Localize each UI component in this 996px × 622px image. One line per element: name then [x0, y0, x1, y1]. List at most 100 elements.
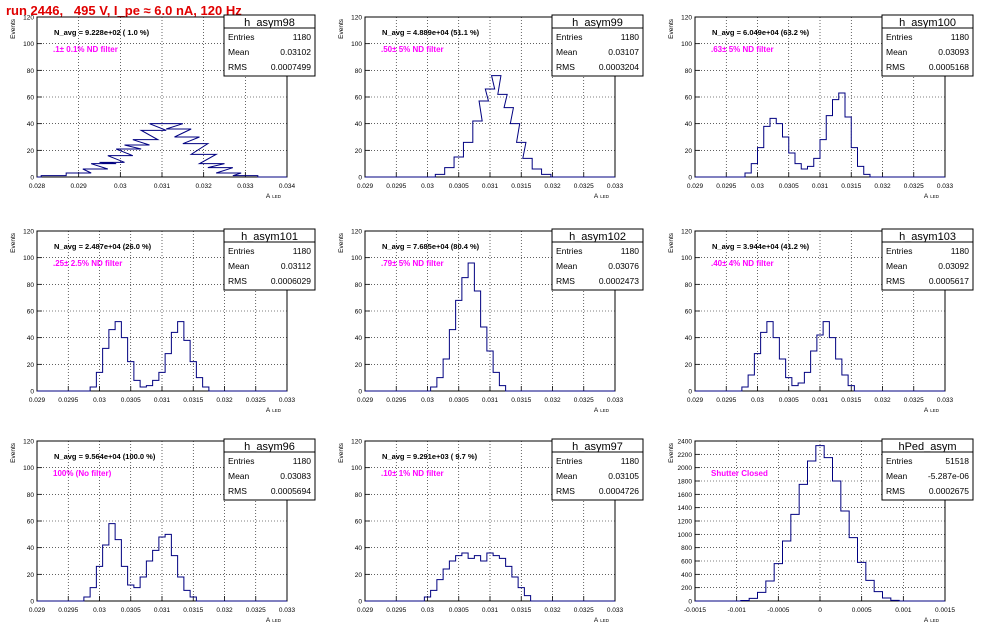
- stats-label-rms: RMS: [556, 486, 575, 496]
- x-tick-label: -0.0015: [684, 607, 706, 614]
- y-tick-label: 100: [351, 255, 362, 262]
- y-tick-label: 800: [681, 545, 692, 552]
- filter-annotation: .63± 5% ND filter: [711, 45, 774, 54]
- y-tick-label: 120: [681, 229, 692, 236]
- stats-label-entries: Entries: [886, 456, 912, 466]
- stats-value-rms: 0.0002675: [929, 486, 969, 496]
- n-avg-label: N_avg = 9.228e+02 ( 1.0 %): [54, 28, 150, 37]
- y-tick-label: 0: [358, 175, 362, 182]
- filter-annotation: .50± 5% ND filter: [381, 45, 444, 54]
- x-tick-label: 0.028: [29, 183, 46, 190]
- stats-label-rms: RMS: [228, 276, 247, 286]
- y-tick-label: 0: [358, 389, 362, 396]
- x-axis-label-sub: LED: [600, 618, 610, 622]
- stats-label-entries: Entries: [228, 32, 254, 42]
- x-tick-label: 0.001: [895, 607, 912, 614]
- x-tick-label: 0.031: [812, 183, 829, 190]
- x-tick-label: 0.033: [279, 607, 296, 614]
- y-tick-label: 120: [23, 229, 34, 236]
- stats-label-mean: Mean: [556, 47, 578, 57]
- y-tick-label: 20: [355, 572, 363, 579]
- y-tick-label: 1400: [678, 505, 693, 512]
- y-tick-label: 400: [681, 572, 692, 579]
- y-tick-label: 40: [355, 335, 363, 342]
- y-axis-label: Events: [10, 18, 17, 39]
- x-tick-label: 0.0315: [511, 183, 531, 190]
- stats-box-title: h_asym100: [899, 17, 956, 29]
- x-tick-label: 0.031: [154, 607, 171, 614]
- stats-box-title: h_asym102: [569, 231, 626, 243]
- x-tick-label: 0.0005: [852, 607, 872, 614]
- x-tick-label: 0.0325: [574, 607, 594, 614]
- stats-value-mean: 0.03105: [608, 471, 639, 481]
- x-tick-label: 0.033: [607, 183, 624, 190]
- stats-label-rms: RMS: [556, 276, 575, 286]
- stats-box-title: h_asym97: [572, 441, 623, 453]
- x-axis-label-main: A: [594, 193, 599, 200]
- y-tick-label: 20: [27, 362, 35, 369]
- stats-value-entries: 1180: [621, 246, 640, 256]
- x-tick-label: 0.0295: [386, 607, 406, 614]
- histogram-line: [37, 321, 287, 392]
- x-tick-label: 0.031: [154, 397, 171, 404]
- x-axis-label: A LED: [924, 193, 940, 200]
- histogram-pad-h_asym96: 0.029 0.0295 0.03 0.0305 0.031 0.0315 0.032 0.0…: [10, 438, 316, 622]
- x-tick-label: 0.029: [357, 607, 374, 614]
- stats-label-mean: Mean: [228, 471, 250, 481]
- x-tick-label: 0.032: [874, 397, 891, 404]
- stats-label-mean: Mean: [886, 471, 908, 481]
- y-tick-label: 60: [685, 95, 693, 102]
- x-tick-label: 0.0325: [246, 607, 266, 614]
- y-axis-label: Events: [338, 232, 345, 253]
- x-tick-label: 0.033: [937, 397, 954, 404]
- y-tick-label: 1800: [678, 479, 693, 486]
- y-tick-label: 20: [355, 362, 363, 369]
- stats-box-title: h_asym99: [572, 17, 623, 29]
- stats-box: [881, 438, 974, 501]
- stats-value-mean: -5.287e-06: [928, 471, 969, 481]
- stats-label-mean: Mean: [556, 261, 578, 271]
- stats-label-rms: RMS: [556, 62, 575, 72]
- stats-value-entries: 1180: [951, 246, 970, 256]
- stats-label-entries: Entries: [886, 32, 912, 42]
- y-tick-label: 2200: [678, 452, 693, 459]
- x-axis-label-sub: LED: [272, 618, 282, 622]
- y-tick-label: 600: [681, 559, 692, 566]
- stats-box: [551, 14, 644, 77]
- x-tick-label: 0.031: [154, 183, 171, 190]
- stats-value-mean: 0.03076: [608, 261, 639, 271]
- histogram-pad-h_asym103: 0.029 0.0295 0.03 0.0305 0.031 0.0315 0.032 0.0…: [668, 228, 974, 414]
- histogram-line: [37, 123, 287, 178]
- x-tick-label: 0.0295: [716, 397, 736, 404]
- stats-label-rms: RMS: [886, 486, 905, 496]
- x-axis-label: A LED: [594, 193, 610, 200]
- x-axis-label-main: A: [924, 193, 929, 200]
- y-tick-label: 0: [30, 599, 34, 606]
- stats-value-mean: 0.03107: [608, 47, 639, 57]
- stats-label-entries: Entries: [556, 32, 582, 42]
- n-avg-label: N_avg = 9.291e+03 ( 9.7 %): [382, 452, 478, 461]
- x-tick-label: 0.03: [751, 183, 764, 190]
- stats-box: [223, 228, 316, 291]
- histogram-line: [695, 92, 945, 178]
- x-tick-label: 0.0315: [841, 397, 861, 404]
- x-axis-label-main: A: [594, 407, 599, 414]
- n-avg-label: N_avg = 6.049e+04 (63.2 %): [712, 28, 810, 37]
- x-tick-label: 0.03: [421, 607, 434, 614]
- x-tick-label: 0.031: [482, 183, 499, 190]
- x-tick-label: 0.029: [687, 397, 704, 404]
- filter-annotation: .40± 4% ND filter: [711, 259, 774, 268]
- n-avg-label: N_avg = 2.487e+04 (26.0 %): [54, 242, 152, 251]
- x-tick-label: 0.034: [279, 183, 296, 190]
- filter-annotation: .79± 5% ND filter: [381, 259, 444, 268]
- stats-value-rms: 0.0003204: [599, 62, 639, 72]
- y-tick-label: 60: [27, 519, 35, 526]
- x-tick-label: 0.032: [544, 397, 561, 404]
- x-axis-label: A LED: [924, 617, 940, 622]
- x-axis-label-main: A: [924, 617, 929, 622]
- y-tick-label: 20: [355, 148, 363, 155]
- x-axis-label-main: A: [594, 617, 599, 622]
- x-axis-label: A LED: [266, 193, 282, 200]
- x-tick-label: 0.029: [357, 183, 374, 190]
